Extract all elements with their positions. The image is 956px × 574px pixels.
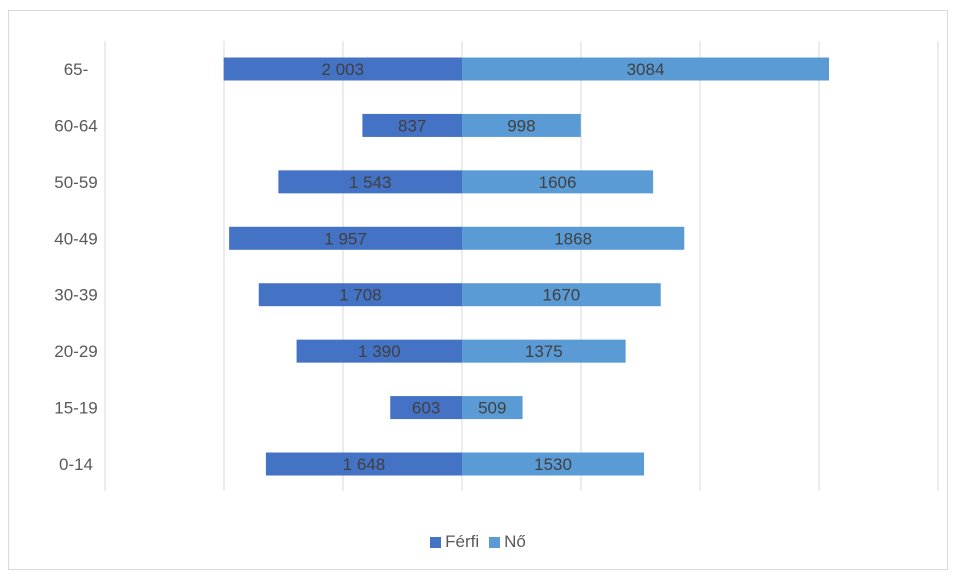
category-label: 50-59 [54, 173, 97, 192]
data-label-ferfi: 1 708 [339, 286, 382, 305]
category-label: 65- [64, 60, 89, 79]
data-label-ferfi: 603 [412, 399, 440, 418]
bar-ferfi [278, 170, 462, 194]
category-label: 20-29 [54, 342, 97, 361]
data-label-no: 1868 [554, 229, 592, 248]
bar-no [462, 57, 829, 81]
bar-no [462, 226, 685, 250]
data-label-no: 1606 [539, 173, 577, 192]
data-label-ferfi: 2 003 [322, 60, 365, 79]
category-label: 0-14 [59, 455, 93, 474]
data-label-no: 1670 [542, 286, 580, 305]
legend: Férfi Nő [0, 532, 956, 552]
category-label: 40-49 [54, 229, 97, 248]
data-label-no: 3084 [627, 60, 665, 79]
legend-item-ferfi: Férfi [430, 532, 479, 552]
bar-no [462, 283, 661, 307]
legend-item-no: Nő [489, 532, 526, 552]
category-label: 60-64 [54, 116, 97, 135]
bar-no [462, 113, 581, 137]
bar-no [462, 170, 654, 194]
bar-no [462, 339, 626, 363]
data-label-ferfi: 1 957 [324, 229, 367, 248]
bar-ferfi [229, 226, 462, 250]
bar-no [462, 396, 523, 420]
bar-ferfi [362, 113, 462, 137]
bar-ferfi [296, 339, 462, 363]
legend-swatch-no [489, 536, 501, 548]
data-label-no: 998 [507, 116, 535, 135]
data-label-no: 509 [478, 399, 506, 418]
data-label-ferfi: 1 390 [358, 342, 401, 361]
legend-label-ferfi: Férfi [445, 532, 480, 551]
bar-ferfi [390, 396, 462, 420]
bar-ferfi [265, 452, 462, 476]
data-label-ferfi: 837 [398, 116, 426, 135]
data-label-no: 1375 [525, 342, 563, 361]
category-label: 15-19 [54, 399, 97, 418]
legend-swatch-ferfi [430, 536, 442, 548]
bar-no [462, 452, 645, 476]
bar-ferfi [223, 57, 462, 81]
category-label: 30-39 [54, 286, 97, 305]
legend-label-no: Nő [504, 532, 526, 551]
data-label-no: 1530 [534, 455, 572, 474]
data-label-ferfi: 1 543 [349, 173, 392, 192]
bar-ferfi [258, 283, 462, 307]
data-label-ferfi: 1 648 [343, 455, 386, 474]
